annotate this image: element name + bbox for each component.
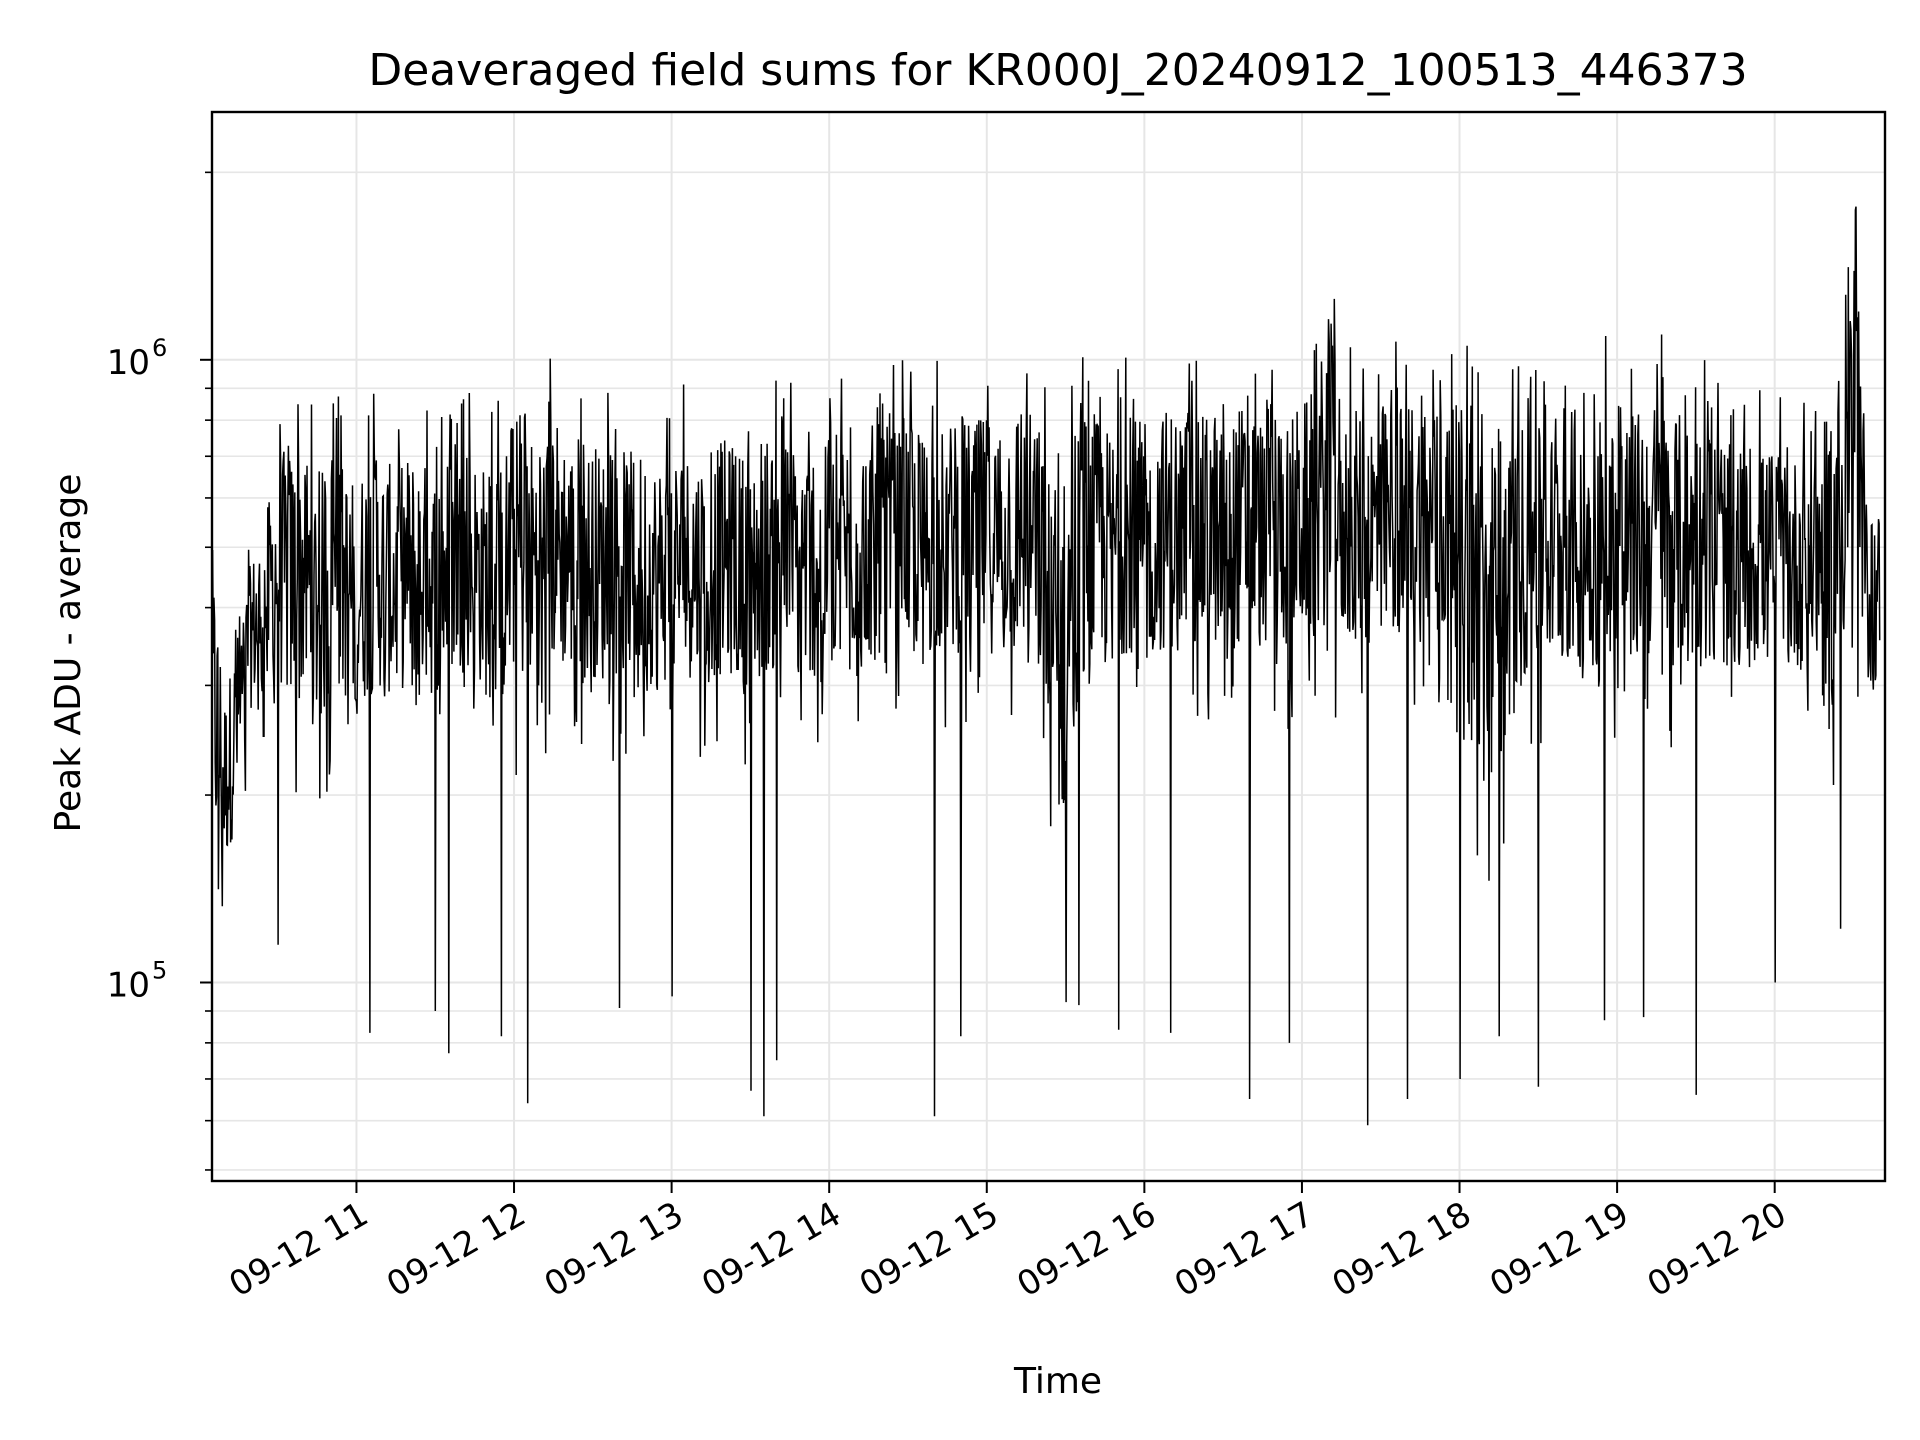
y-tick-exponent: 6 bbox=[152, 334, 167, 362]
series-line bbox=[212, 206, 1881, 1126]
chart-title: Deaveraged field sums for KR000J_2024091… bbox=[368, 45, 1747, 96]
y-tick-exponent: 5 bbox=[152, 957, 167, 985]
series-trace bbox=[212, 206, 1881, 1126]
x-axis-label: Time bbox=[1013, 1361, 1102, 1402]
y-tick-label: 10 bbox=[107, 966, 150, 1006]
plot-frame bbox=[210, 110, 1887, 1183]
y-axis-label: Peak ADU - average bbox=[48, 474, 89, 833]
y-tick-label: 10 bbox=[107, 343, 150, 383]
